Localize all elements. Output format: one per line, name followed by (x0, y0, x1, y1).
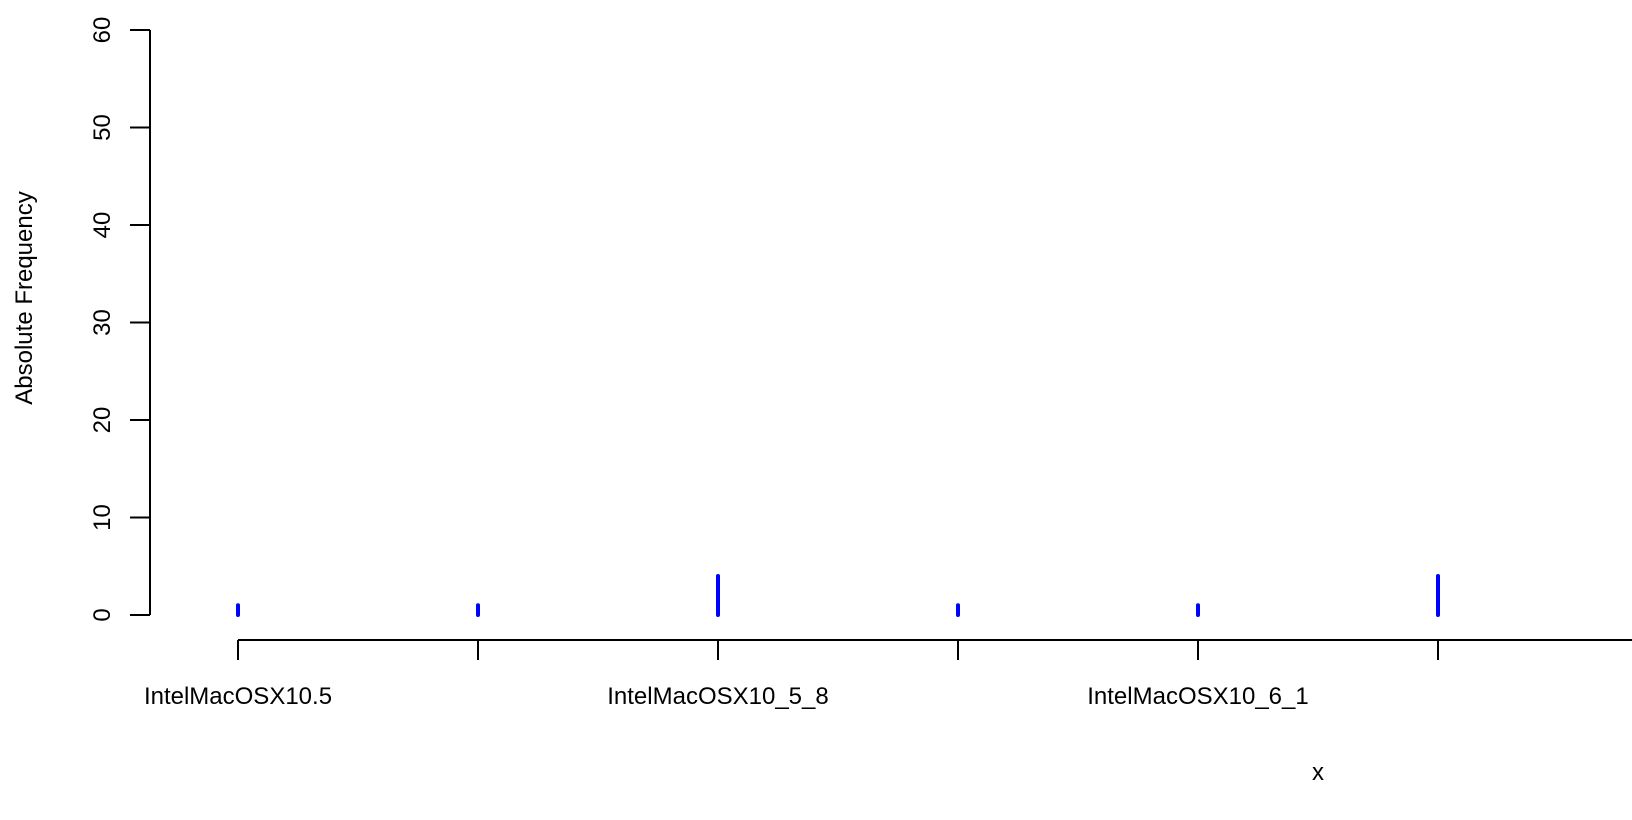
y-tick-label: 60 (89, 17, 116, 44)
x-axis-label: x (1312, 759, 1324, 786)
y-axis-ticks: 0 10 20 30 40 50 60 (89, 17, 150, 622)
y-tick-label: 40 (89, 212, 116, 239)
y-tick-label: 10 (89, 504, 116, 531)
y-tick-label: 20 (89, 407, 116, 434)
y-axis-label: Absolute Frequency (11, 191, 38, 404)
y-tick-label: 50 (89, 114, 116, 141)
y-tick-label: 30 (89, 309, 116, 336)
y-tick-label: 0 (89, 608, 116, 621)
x-axis-ticks: IntelMacOSX10.5 IntelMacOSX10_5_8 IntelMac… (144, 640, 1439, 710)
bars (236, 574, 1440, 617)
x-tick-label: IntelMacOSX10_6_1 (1087, 683, 1308, 710)
x-tick-label: IntelMacOSX10_5_8 (607, 683, 828, 710)
x-tick-label: IntelMacOSX10.5 (144, 683, 332, 710)
